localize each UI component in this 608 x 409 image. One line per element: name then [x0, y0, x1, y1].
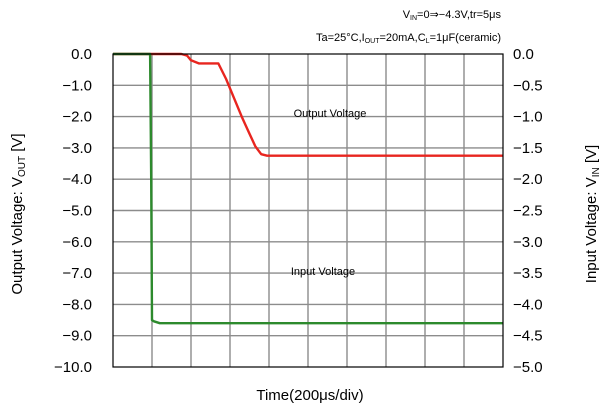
y-left-tick-label: −10.0	[54, 359, 92, 376]
annotation-input-label: Input Voltage	[291, 266, 355, 278]
y-left-tick-label: −8.0	[62, 296, 92, 313]
series-line-output	[113, 52, 503, 157]
y-left-tick-label: 0.0	[71, 46, 92, 63]
y-right-tick-label: −2.5	[513, 203, 543, 220]
y-left-tick-label: −7.0	[62, 265, 92, 282]
y-right-tick-label: 0.0	[513, 46, 534, 63]
y-right-tick-label: −0.5	[513, 77, 543, 94]
y-right-tick-label: −4.0	[513, 296, 543, 313]
y-right-tick-label: −2.0	[513, 171, 543, 188]
y-right-tick-label: −3.5	[513, 265, 543, 282]
annotation-output-label: Output Voltage	[294, 108, 367, 120]
y-left-tick-label: −2.0	[62, 109, 92, 126]
left-axis-ticks: 0.0 −1.0 −2.0 −3.0 −4.0 −5.0 −6.0 −7.0 −8.0 −9.0 −…	[54, 46, 92, 376]
y-right-tick-label: −3.0	[513, 234, 543, 251]
right-axis-ticks: 0.0 −0.5 −1.0 −1.5 −2.0 −2.5 −3.0 −3.5 −4.0 −4.5 −…	[513, 46, 543, 376]
y-axis-label-right: Input Voltage: VIN [V]	[583, 145, 602, 283]
chart-title-line1: VIN=0⇒−4.3V,tr=5μs	[403, 9, 502, 22]
y-axis-label-left: Output Voltage: VOUT [V]	[9, 133, 28, 294]
y-right-tick-label: −5.0	[513, 359, 543, 376]
y-left-tick-label: −6.0	[62, 234, 92, 251]
y-right-tick-label: −1.5	[513, 140, 543, 157]
y-left-tick-label: −3.0	[62, 140, 92, 157]
y-right-tick-label: −1.0	[513, 109, 543, 126]
y-left-tick-label: −9.0	[62, 328, 92, 345]
chart-title-line2: Ta=25°C,IOUT=20mA,CL=1μF(ceramic)	[316, 32, 501, 45]
x-axis-label: Time(200μs/div)	[256, 387, 363, 404]
annotations: Output Voltage Input Voltage	[291, 108, 367, 278]
plot-frame	[112, 53, 504, 368]
y-left-tick-label: −4.0	[62, 171, 92, 188]
y-left-tick-label: −1.0	[62, 77, 92, 94]
grid	[113, 54, 503, 367]
y-left-tick-label: −5.0	[62, 203, 92, 220]
y-right-tick-label: −4.5	[513, 328, 543, 345]
